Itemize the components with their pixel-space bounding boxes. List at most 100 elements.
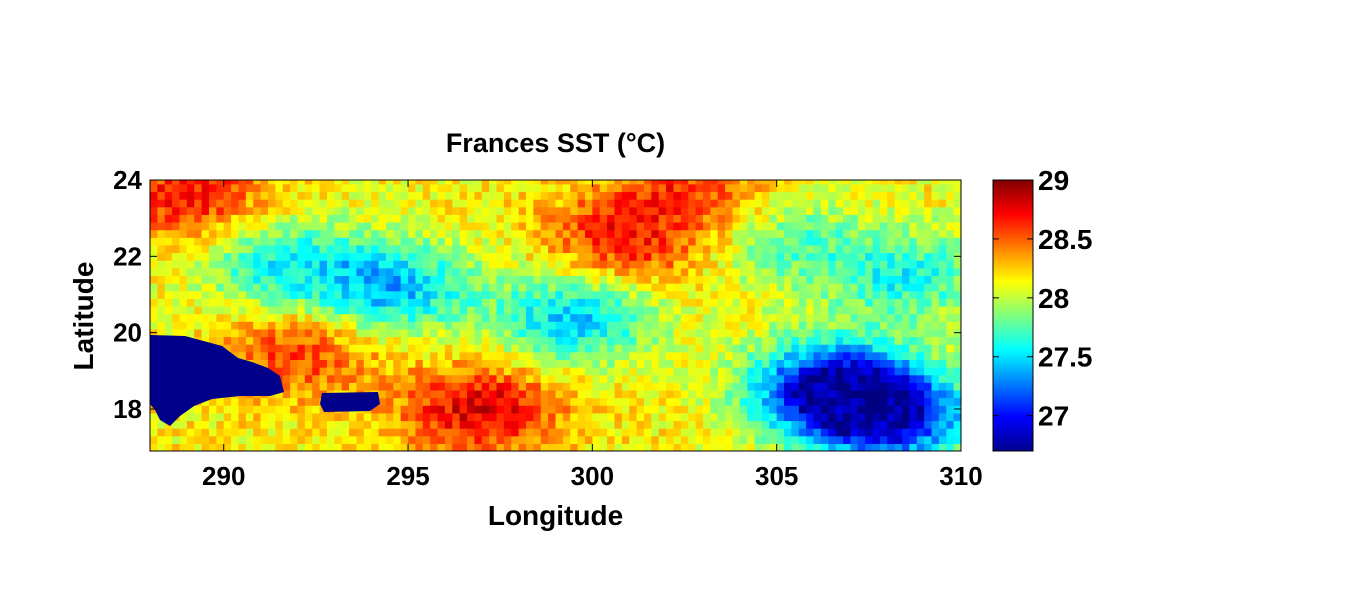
heatmap-cell — [400, 313, 409, 322]
heatmap-cell — [887, 359, 896, 368]
heatmap-cell — [216, 321, 225, 330]
heatmap-cell — [666, 191, 675, 200]
heatmap-cell — [511, 321, 520, 330]
heatmap-cell — [186, 405, 195, 414]
heatmap-cell — [444, 344, 453, 353]
heatmap-cell — [231, 244, 240, 254]
heatmap-cell — [164, 290, 173, 299]
heatmap-cell — [843, 405, 852, 414]
heatmap-cell — [776, 206, 785, 215]
heatmap-cell — [164, 328, 173, 338]
heatmap-cell — [651, 344, 660, 353]
heatmap-cell — [813, 359, 822, 368]
heatmap-cell — [474, 435, 483, 444]
heatmap-cell — [349, 214, 358, 223]
heatmap-cell — [496, 267, 505, 277]
heatmap-cell — [725, 305, 734, 315]
heatmap-cell — [245, 229, 254, 238]
heatmap-cell — [798, 290, 807, 299]
heatmap-cell — [857, 389, 866, 399]
heatmap-cell — [231, 412, 240, 422]
heatmap-cell — [658, 382, 667, 391]
heatmap-cell — [489, 267, 498, 277]
heatmap-cell — [408, 328, 417, 338]
heatmap-cell — [216, 237, 225, 246]
heatmap-cell — [599, 206, 608, 215]
heatmap-cell — [540, 252, 549, 261]
heatmap-cell — [562, 206, 571, 215]
heatmap-cell — [363, 183, 372, 193]
heatmap-cell — [916, 367, 925, 376]
heatmap-cell — [680, 313, 689, 322]
heatmap-cell — [201, 305, 210, 315]
heatmap-cell — [643, 351, 652, 360]
heatmap-cell — [820, 367, 829, 376]
heatmap-cell — [260, 260, 269, 269]
heatmap-cell — [526, 359, 534, 368]
heatmap-cell — [164, 260, 173, 269]
heatmap-cell — [924, 183, 933, 193]
heatmap-cell — [621, 321, 630, 330]
heatmap-cell — [879, 221, 888, 231]
heatmap-cell — [784, 435, 793, 444]
heatmap-cell — [902, 382, 910, 391]
heatmap-cell — [592, 290, 601, 299]
heatmap-cell — [636, 229, 645, 238]
heatmap-cell — [245, 328, 254, 338]
heatmap-cell — [349, 252, 358, 261]
heatmap-cell — [363, 191, 372, 200]
heatmap-cell — [629, 214, 638, 223]
heatmap-cell — [555, 191, 564, 200]
heatmap-cell — [172, 221, 181, 231]
heatmap-cell — [444, 229, 453, 238]
heatmap-cell — [511, 382, 520, 391]
heatmap-cell — [584, 405, 593, 414]
heatmap-cell — [363, 214, 372, 223]
heatmap-cell — [924, 206, 933, 215]
heatmap-cell — [422, 244, 431, 254]
heatmap-cell — [599, 313, 608, 322]
heatmap-cell — [820, 267, 829, 277]
heatmap-cell — [223, 237, 232, 246]
heatmap-cell — [658, 328, 667, 338]
heatmap-cell — [371, 221, 380, 231]
heatmap-cell — [791, 180, 800, 185]
heatmap-cell — [540, 382, 549, 391]
heatmap-cell — [857, 382, 866, 391]
heatmap-cell — [518, 206, 527, 215]
heatmap-cell — [747, 367, 756, 376]
heatmap-cell — [326, 221, 335, 231]
heatmap-cell — [658, 389, 667, 399]
heatmap-cell — [164, 244, 173, 254]
heatmap-cell — [371, 328, 380, 338]
heatmap-cell — [208, 336, 217, 345]
heatmap-cell — [253, 221, 262, 231]
heatmap-cell — [599, 389, 608, 399]
heatmap-cell — [385, 183, 394, 193]
heatmap-cell — [481, 199, 490, 208]
heatmap-cell — [658, 405, 667, 414]
heatmap-cell — [444, 199, 453, 208]
heatmap-cell — [761, 221, 770, 231]
heatmap-cell — [260, 298, 269, 307]
heatmap-cell — [326, 199, 335, 208]
heatmap-cell — [349, 180, 358, 185]
heatmap-cell — [260, 283, 269, 292]
heatmap-cell — [835, 191, 844, 200]
heatmap-cell — [378, 298, 387, 307]
heatmap-cell — [503, 367, 512, 376]
heatmap-cell — [879, 344, 888, 353]
heatmap-cell — [887, 305, 896, 315]
heatmap-cell — [946, 221, 955, 231]
heatmap-cell — [717, 275, 726, 284]
heatmap-cell — [349, 344, 358, 353]
heatmap-cell — [651, 328, 660, 338]
heatmap-cell — [820, 405, 829, 414]
heatmap-cell — [157, 435, 166, 444]
heatmap-cell — [533, 206, 542, 215]
heatmap-cell — [312, 405, 321, 414]
heatmap-cell — [761, 252, 770, 261]
heatmap-cell — [260, 290, 269, 299]
heatmap-cell — [540, 420, 549, 429]
heatmap-cell — [459, 412, 468, 422]
